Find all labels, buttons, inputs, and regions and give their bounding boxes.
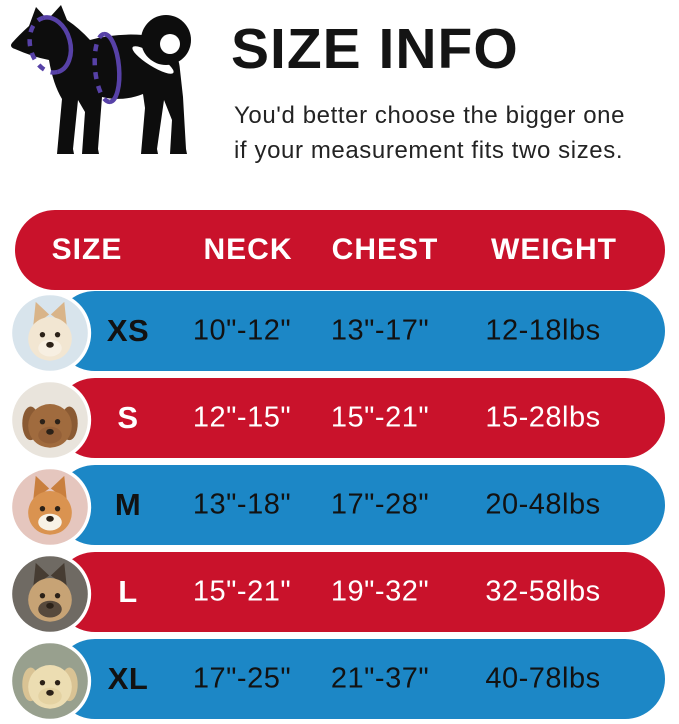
page-title: SIZE INFO <box>231 17 519 81</box>
size-row-pill: S 12"-15" 15"-21" 15-28lbs <box>55 378 665 458</box>
size-cell: XS <box>106 313 150 348</box>
neck-cell: 12"-15" <box>192 401 292 434</box>
table-header-row: SIZE NECK CHEST WEIGHT <box>15 210 665 290</box>
neck-measure-ellipse <box>27 15 74 75</box>
dog-silhouette-diagram <box>11 5 191 154</box>
neck-cell: 13"-18" <box>192 488 292 521</box>
size-row-pill: XS 10"-12" 13"-17" 12-18lbs <box>55 291 665 371</box>
chest-cell: 19"-32" <box>330 575 430 608</box>
advice-text: You'd better choose the bigger one if yo… <box>234 98 625 168</box>
chest-cell: 15"-21" <box>330 401 430 434</box>
size-cell: S <box>117 400 139 435</box>
chest-measure-ellipse <box>92 31 122 105</box>
column-header-neck: NECK <box>203 233 293 266</box>
french-bulldog-dog-photo <box>8 552 92 636</box>
advice-line-2: if your measurement fits two sizes. <box>234 137 624 164</box>
size-row-m: M 13"-18" 17"-28" 20-48lbs <box>0 465 679 557</box>
size-row-xs: XS 10"-12" 13"-17" 12-18lbs <box>0 291 679 383</box>
size-row-xl: XL 17"-25" 21"-37" 40-78lbs <box>0 639 679 724</box>
neck-cell: 17"-25" <box>192 662 292 695</box>
size-row-l: L 15"-21" 19"-32" 32-58lbs <box>0 552 679 644</box>
advice-line-1: You'd better choose the bigger one <box>234 102 626 129</box>
size-row-s: S 12"-15" 15"-21" 15-28lbs <box>0 378 679 470</box>
chest-cell: 13"-17" <box>330 314 430 347</box>
weight-cell: 12-18lbs <box>485 314 601 347</box>
size-cell: XL <box>107 661 149 696</box>
weight-cell: 40-78lbs <box>485 662 601 695</box>
size-row-pill: L 15"-21" 19"-32" 32-58lbs <box>55 552 665 632</box>
weight-cell: 32-58lbs <box>485 575 601 608</box>
neck-cell: 10"-12" <box>192 314 292 347</box>
weight-cell: 20-48lbs <box>485 488 601 521</box>
neck-cell: 15"-21" <box>192 575 292 608</box>
size-cell: L <box>118 574 138 609</box>
shiba-inu-dog-photo <box>8 465 92 549</box>
size-row-pill: XL 17"-25" 21"-37" 40-78lbs <box>55 639 665 719</box>
poodle-dog-photo <box>8 378 92 462</box>
column-header-chest: CHEST <box>331 233 439 266</box>
column-header-size: SIZE <box>51 233 123 266</box>
column-header-weight: WEIGHT <box>491 233 617 266</box>
size-cell: M <box>114 487 142 522</box>
pomeranian-dog-photo <box>8 291 92 375</box>
size-row-pill: M 13"-18" 17"-28" 20-48lbs <box>55 465 665 545</box>
labrador-dog-photo <box>8 639 92 723</box>
chest-cell: 17"-28" <box>330 488 430 521</box>
weight-cell: 15-28lbs <box>485 401 601 434</box>
chest-cell: 21"-37" <box>330 662 430 695</box>
